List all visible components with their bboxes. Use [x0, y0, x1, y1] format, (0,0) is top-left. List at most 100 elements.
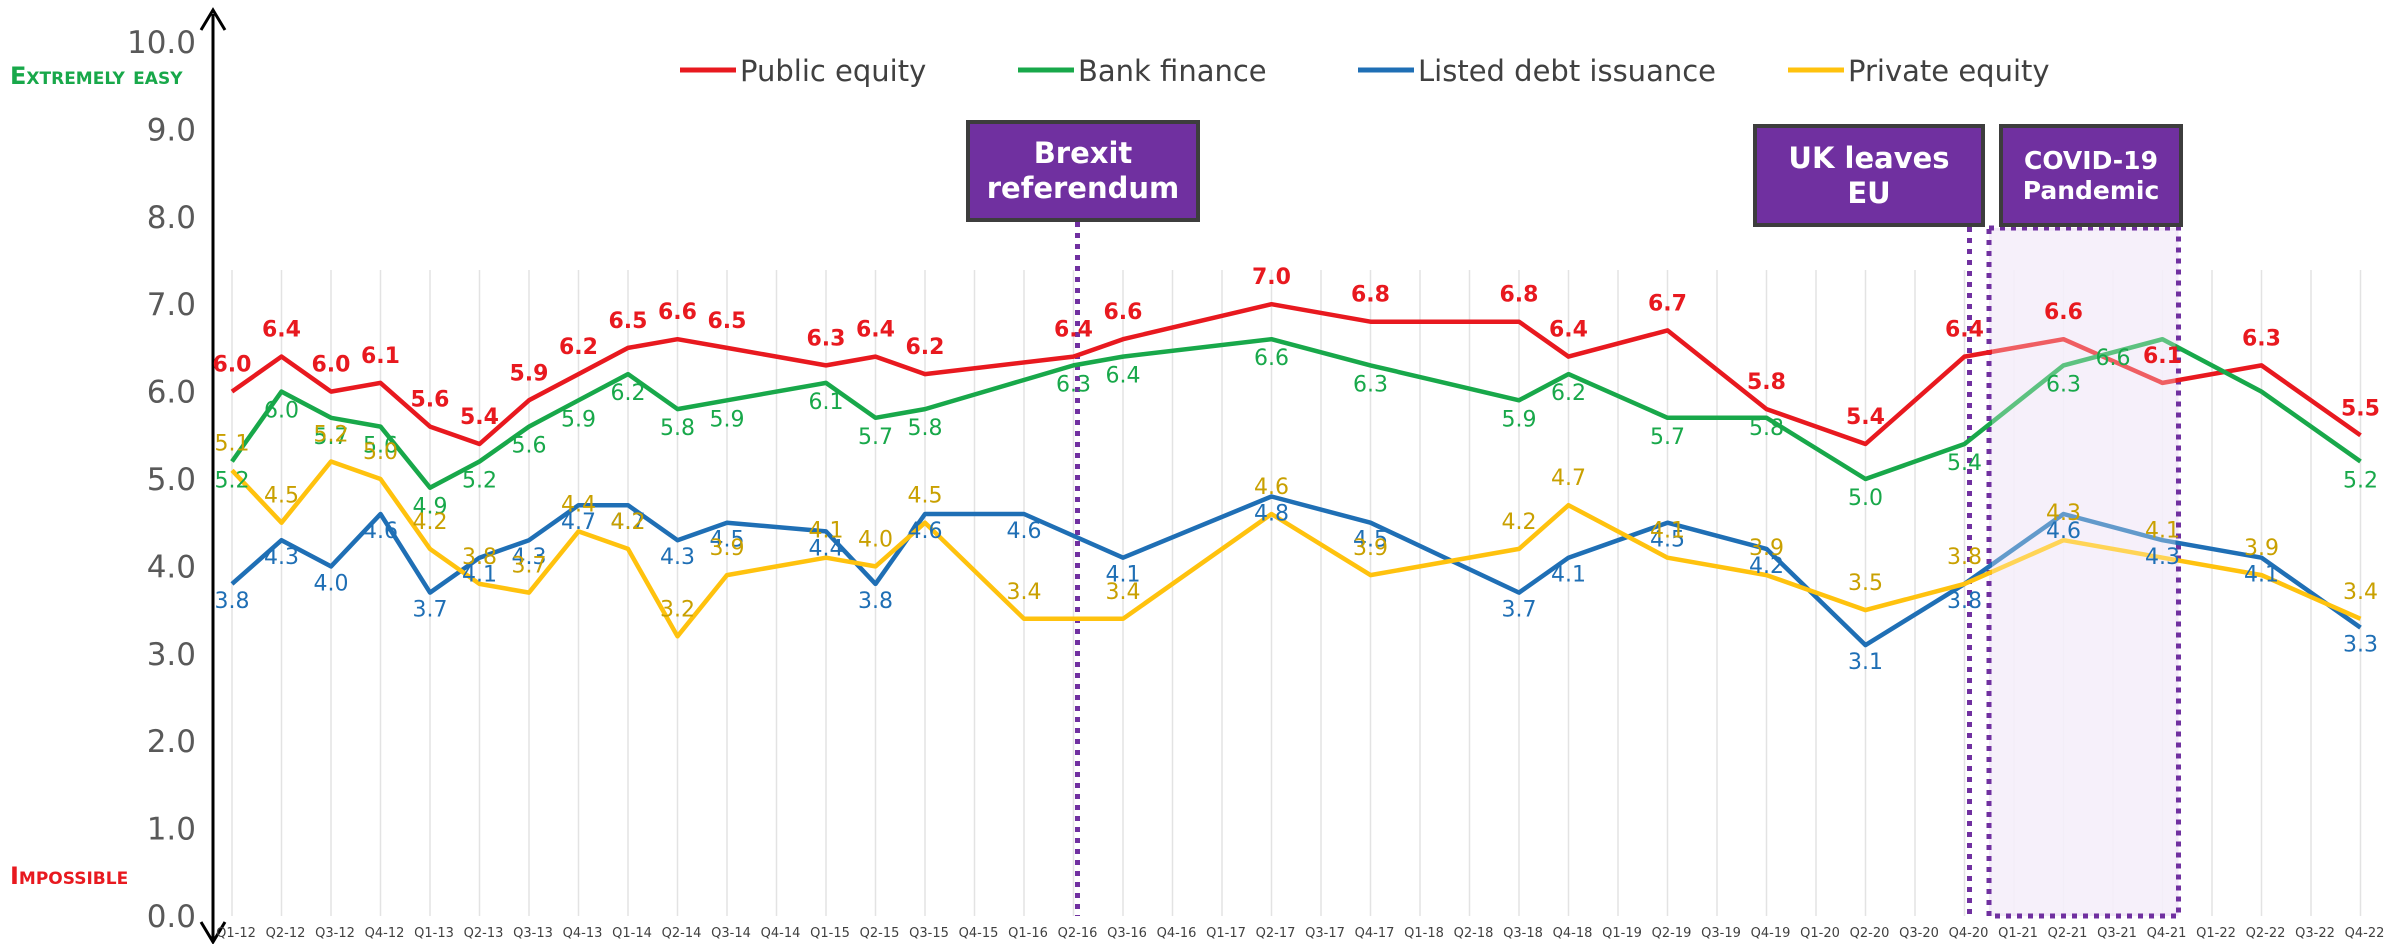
data-label: 3.9: [2244, 536, 2279, 561]
data-label: 6.1: [2143, 344, 2182, 369]
data-label: 4.2: [611, 510, 646, 535]
data-label: 6.5: [708, 309, 747, 334]
data-label: 3.3: [2343, 633, 2378, 658]
data-label: 4.2: [1749, 554, 1784, 579]
x-tick-label: Q2-17: [1256, 926, 1296, 941]
data-label: 4.6: [1007, 519, 1042, 544]
data-label: 3.7: [1502, 598, 1537, 623]
data-label: 6.4: [262, 318, 301, 343]
legend-entry: Public equity: [740, 54, 926, 88]
y-tick-label: 2.0: [147, 724, 196, 760]
data-label: 5.2: [462, 469, 497, 494]
covid-overlay: [1992, 231, 2176, 913]
series-line-private-equity: [230, 459, 2362, 639]
data-label: 6.2: [559, 335, 598, 360]
data-label: 5.1: [215, 431, 250, 456]
y-tick-label: 0.0: [147, 899, 196, 935]
data-label: 3.4: [1106, 580, 1141, 605]
data-label: 4.1: [1551, 563, 1586, 588]
legend-entry: Bank finance: [1078, 54, 1267, 88]
data-label: 6.3: [1353, 372, 1388, 397]
data-label: 4.3: [660, 545, 695, 570]
data-label: 4.3: [2046, 501, 2081, 526]
y-tick-label: 4.0: [147, 549, 196, 585]
x-tick-label: Q1-16: [1008, 926, 1048, 941]
x-tick-label: Q4-22: [2345, 926, 2385, 941]
x-tick-label: Q3-20: [1899, 926, 1939, 941]
data-label: 6.4: [1106, 364, 1141, 389]
x-tick-label: Q2-22: [2246, 926, 2286, 941]
data-label: 4.9: [413, 495, 448, 520]
data-label: 3.9: [1749, 536, 1784, 561]
x-tick-label: Q1-12: [216, 926, 256, 941]
data-label: 4.4: [561, 492, 596, 517]
x-tick-label: Q2-18: [1454, 926, 1494, 941]
data-label: 6.1: [361, 344, 400, 369]
x-tick-label: Q3-12: [315, 926, 355, 941]
data-label: 5.8: [1747, 370, 1786, 395]
data-label: 4.7: [561, 510, 596, 535]
data-label: 6.4: [1945, 318, 1984, 343]
data-label: 6.2: [611, 381, 646, 406]
y-tick-label: 3.0: [147, 637, 196, 673]
data-label: 4.0: [314, 571, 349, 596]
data-label: 5.2: [2343, 469, 2378, 494]
data-label: 5.5: [2341, 396, 2380, 421]
covid-19-annotation: COVID-19 Pandemic: [1999, 124, 2183, 227]
data-label: 5.4: [460, 405, 499, 430]
data-label: 5.2: [314, 423, 349, 448]
data-label: 3.5: [1848, 571, 1883, 596]
data-label: 5.7: [858, 425, 893, 450]
data-label: 5.7: [1650, 425, 1685, 450]
y-tick-label: 10.0: [127, 25, 196, 61]
x-tick-label: Q3-13: [513, 926, 553, 941]
data-label: 5.4: [1846, 405, 1885, 430]
legend: Public equity Bank finance Listed debt iss…: [680, 54, 2050, 88]
x-tick-label: Q2-13: [464, 926, 504, 941]
x-tick-label: Q3-22: [2295, 926, 2335, 941]
x-tick-label: Q3-14: [711, 926, 751, 941]
x-tick-label: Q3-19: [1701, 926, 1741, 941]
data-label: 5.6: [411, 388, 450, 413]
series-line-bank-finance: [230, 336, 2362, 490]
data-label: 6.4: [1054, 318, 1093, 343]
data-label: 3.8: [462, 545, 497, 570]
data-label: 6.1: [809, 390, 844, 415]
data-label: 5.7: [314, 425, 349, 450]
data-label: 4.1: [1106, 563, 1141, 588]
series-line-public-equity: [230, 301, 2362, 447]
brexit-referendum-annotation: Brexit referendum: [966, 120, 1200, 222]
data-label: 5.8: [660, 416, 695, 441]
x-tick-label: Q1-14: [612, 926, 652, 941]
data-label: 6.6: [2044, 300, 2083, 325]
data-label: 6.6: [1254, 346, 1289, 371]
y-tick-label: 1.0: [147, 812, 196, 848]
data-label: 3.1: [1848, 650, 1883, 675]
data-label: 4.2: [413, 510, 448, 535]
x-tick-label: Q1-20: [1800, 926, 1840, 941]
data-label: 6.3: [807, 326, 846, 351]
data-label: 6.6: [2096, 346, 2131, 371]
y-tick-label: 7.0: [147, 287, 196, 323]
data-label: 3.4: [2343, 580, 2378, 605]
x-tick-label: Q1-19: [1602, 926, 1642, 941]
data-label: 3.9: [710, 536, 745, 561]
data-label: 4.1: [2244, 563, 2279, 588]
data-label: 4.6: [2046, 519, 2081, 544]
y-tick-label: 9.0: [147, 112, 196, 148]
x-tick-label: Q4-21: [2147, 926, 2187, 941]
x-tick-label: Q4-13: [563, 926, 603, 941]
data-label: 6.4: [856, 318, 895, 343]
y-tick-label: 8.0: [147, 200, 196, 236]
y-bottom-label: Impossible: [10, 862, 129, 890]
data-labels: 6.0 6.4 6.0 6.1 5.6 5.4 5.9 6.2 6.5 6.6 6.5 6.3 6.4 6…: [213, 265, 2380, 675]
uk-leaves-eu-annotation: UK leaves EU: [1753, 124, 1985, 227]
data-label: 4.2: [1502, 510, 1537, 535]
data-label: 6.3: [2242, 326, 2281, 351]
data-label: 6.6: [658, 300, 697, 325]
data-label: 5.4: [1947, 451, 1982, 476]
data-label: 4.8: [1254, 501, 1289, 526]
data-label: 4.5: [908, 484, 943, 509]
x-tick-label: Q2-21: [2048, 926, 2088, 941]
data-label: 4.1: [462, 563, 497, 588]
